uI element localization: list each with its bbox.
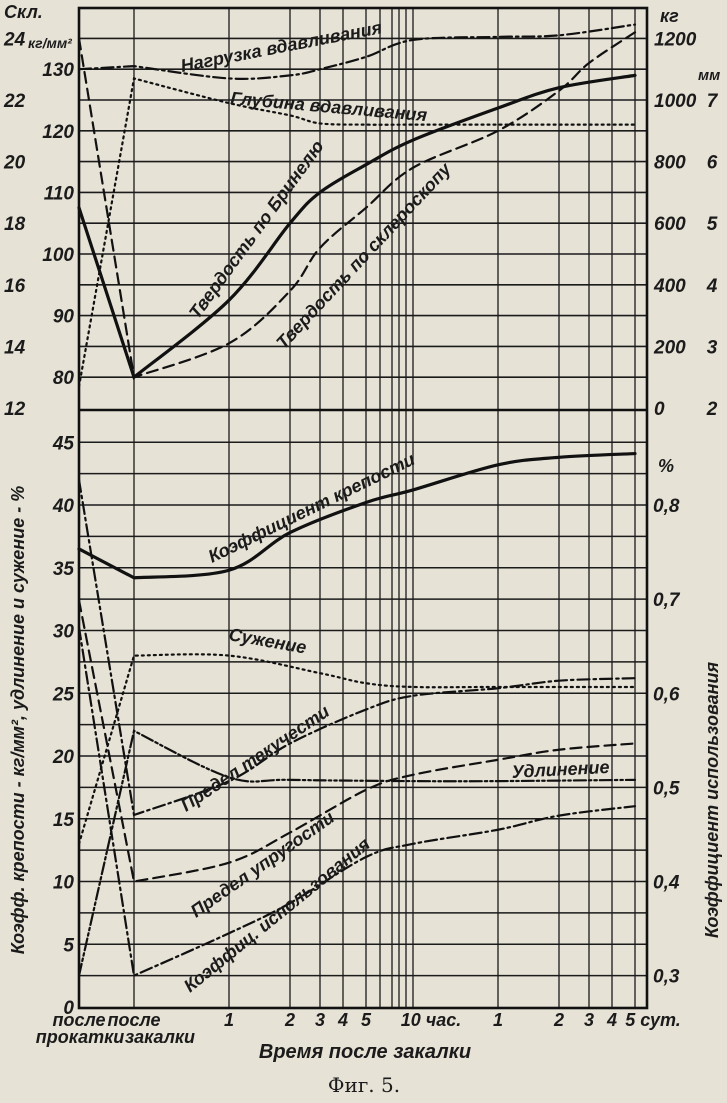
- tick-label-x: 4: [606, 1010, 617, 1030]
- tick-label-load: 400: [653, 276, 686, 297]
- tick-label-scleroscope: 16: [4, 276, 26, 297]
- x-sublabel-rolling: прокатки: [36, 1027, 124, 1047]
- series-line-8: [77, 729, 637, 977]
- x-axis-label: Время после закалки: [259, 1041, 471, 1063]
- tick-label-utilization: 0,5: [653, 778, 680, 799]
- tick-label-percent: 40: [52, 496, 75, 517]
- tick-label-x: 3: [315, 1010, 325, 1030]
- utilization-axis-unit: %: [658, 456, 674, 476]
- tick-label-utilization: 0,4: [653, 873, 680, 894]
- series-line-4: [77, 31, 637, 379]
- series-line-1: [77, 23, 637, 80]
- tick-label-depth: 5: [707, 214, 718, 235]
- series-label-elastic: Предел упругости: [187, 807, 338, 921]
- tick-label-scleroscope: 20: [3, 153, 26, 174]
- brinell-axis-unit: кг/мм²: [28, 35, 72, 51]
- series-label-strength-coef: Коэффициент крепости: [205, 449, 418, 567]
- series-line-2: [77, 77, 637, 388]
- tick-label-x: 1: [224, 1010, 234, 1030]
- series-label-contraction: Сужение: [227, 624, 308, 657]
- tick-label-load: 1000: [654, 91, 697, 112]
- tick-label-load: 200: [653, 337, 686, 358]
- series-label-load: Нагрузка вдавливания: [179, 17, 384, 76]
- tick-label-brinell: 110: [44, 183, 75, 204]
- series-line-3: [77, 73, 637, 380]
- tick-label-percent: 35: [53, 559, 75, 580]
- curves: [77, 23, 637, 978]
- series-line-10: [77, 626, 637, 978]
- tick-label-load: 0: [654, 399, 665, 420]
- tick-label-percent: 30: [53, 622, 75, 643]
- tick-label-brinell: 80: [53, 368, 75, 389]
- tick-label-percent: 45: [52, 433, 75, 454]
- tick-labels: 8090100110120130121416182022240200400600…: [3, 29, 719, 1030]
- tick-label-utilization: 0,3: [653, 967, 680, 988]
- tick-label-brinell: 90: [53, 307, 75, 328]
- tick-label-x: 2: [284, 1010, 295, 1030]
- tick-label-load: 800: [654, 153, 686, 174]
- tick-label-depth: 2: [706, 399, 718, 420]
- tick-label-scleroscope: 22: [3, 91, 26, 112]
- tick-label-x: 3: [584, 1010, 594, 1030]
- percent-axis-label: Коэфф. крепости - кг/мм², удлинение и су…: [8, 486, 28, 954]
- tick-label-utilization: 0,6: [653, 684, 680, 705]
- series-label-elongation: Удлинение: [511, 757, 610, 782]
- tick-label-percent: 25: [52, 684, 75, 705]
- scleroscope-axis-unit: Скл.: [4, 2, 43, 22]
- curve-labels: Нагрузка вдавливания Глубина вдавливания…: [177, 17, 610, 996]
- tick-label-x: 2: [553, 1010, 564, 1030]
- tick-label-brinell: 120: [42, 122, 74, 143]
- tick-label-x: 4: [337, 1010, 348, 1030]
- tick-label-x: 10 час.: [401, 1010, 462, 1030]
- tick-label-x: 5: [361, 1010, 372, 1030]
- tick-label-x: после: [53, 1010, 106, 1030]
- tick-label-percent: 15: [53, 810, 75, 831]
- tick-label-brinell: 130: [42, 60, 74, 81]
- figure-caption: Фиг. 5.: [328, 1073, 400, 1097]
- x-sublabel-quench: закалки: [125, 1027, 195, 1047]
- series-line-5: [77, 451, 637, 580]
- tick-label-load: 600: [654, 214, 686, 235]
- tick-label-percent: 20: [52, 747, 75, 768]
- tick-label-percent: 0: [63, 998, 74, 1019]
- tick-label-x: 5 сут.: [625, 1010, 681, 1030]
- tick-label-utilization: 0,8: [653, 496, 680, 517]
- tick-label-percent: 10: [53, 873, 75, 894]
- tick-label-x: 1: [493, 1010, 503, 1030]
- tick-label-depth: 7: [707, 91, 719, 112]
- tick-label-brinell: 100: [42, 245, 74, 266]
- utilization-axis-label: Коэффициент использования: [702, 662, 722, 939]
- depth-axis-unit: мм: [698, 67, 720, 84]
- grid: [77, 6, 649, 1010]
- series-label-scleroscope: Твердость по склероскопу: [272, 158, 455, 352]
- tick-label-depth: 4: [706, 276, 718, 297]
- tick-label-scleroscope: 12: [4, 399, 26, 420]
- tick-label-scleroscope: 14: [4, 337, 26, 358]
- tick-label-x: после: [108, 1010, 161, 1030]
- tick-label-depth: 6: [707, 153, 718, 174]
- plot-frame: [77, 6, 649, 1010]
- tick-label-depth: 3: [707, 337, 718, 358]
- tick-label-percent: 5: [63, 935, 74, 956]
- tick-label-scleroscope: 18: [4, 214, 26, 235]
- load-axis-unit: кг: [660, 6, 679, 26]
- series-label-yield: Предел текучести: [177, 701, 333, 815]
- series-label-brinell: Твердость по Бринелю: [185, 137, 328, 323]
- series-line-6: [77, 653, 637, 845]
- tick-label-utilization: 0,7: [653, 590, 681, 611]
- tick-label-scleroscope: 24: [3, 29, 26, 50]
- tick-label-load: 1200: [654, 29, 697, 50]
